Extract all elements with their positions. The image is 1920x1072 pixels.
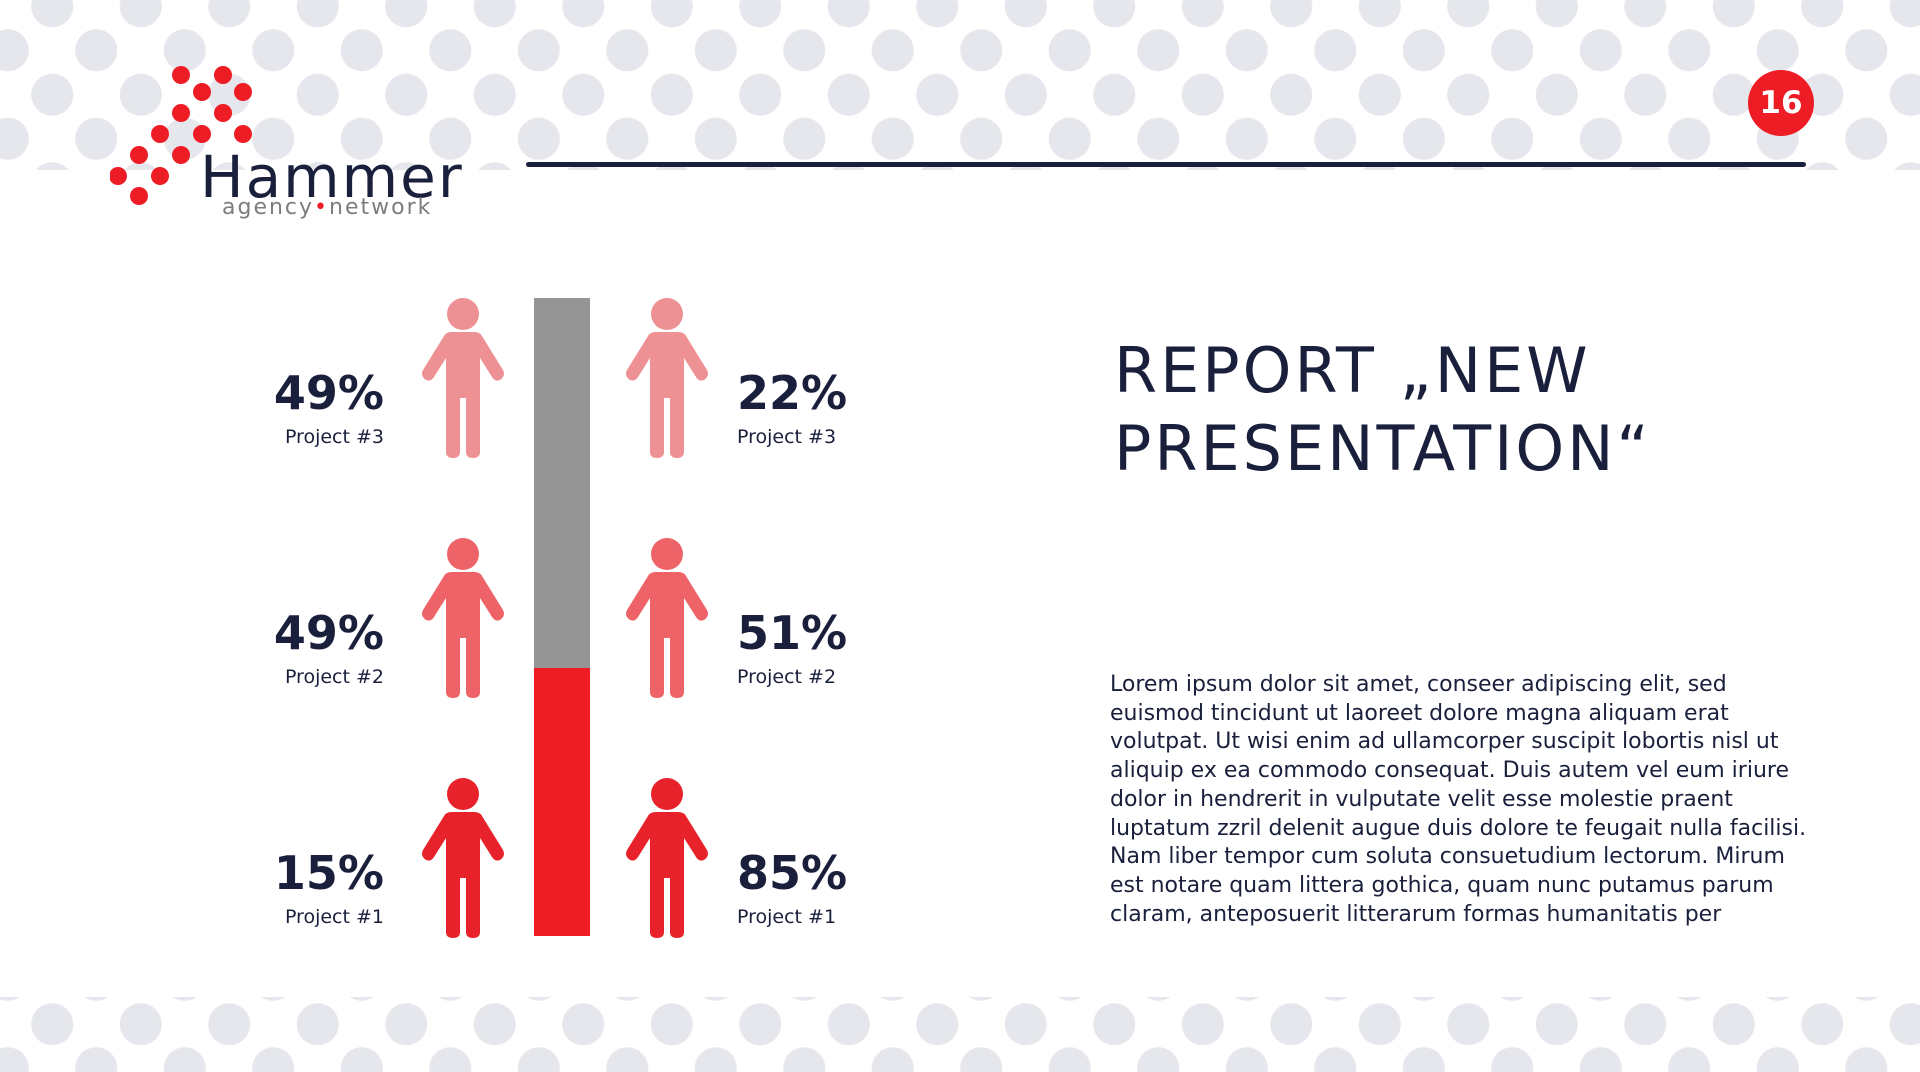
stat-value: 49%	[273, 606, 384, 660]
person-icon	[422, 538, 504, 698]
logo-dots-icon	[110, 66, 252, 205]
stat-label: Project #2	[284, 666, 384, 688]
stat-left-project-1: 15% Project #1	[274, 850, 384, 927]
stat-value: 85%	[737, 846, 848, 900]
stat-left-project-2: 49% Project #2	[274, 610, 384, 687]
slide-title-line-2: PRESENTATION“	[1114, 411, 1652, 485]
stat-label: Project #3	[284, 426, 384, 448]
person-icon	[626, 538, 708, 698]
page-number-badge: 16	[1748, 70, 1814, 136]
stat-value: 15%	[273, 846, 384, 900]
person-icon	[422, 778, 504, 938]
header-rule	[526, 162, 1806, 167]
slide-title-line-1: REPORT „NEW	[1114, 334, 1591, 407]
person-icon	[626, 778, 708, 938]
stat-left-project-3: 49% Project #3	[274, 370, 384, 447]
person-icon	[626, 298, 708, 458]
stat-right-project-1: 85% Project #1	[737, 850, 847, 927]
body-paragraph: Lorem ipsum dolor sit amet, conseer adip…	[1110, 672, 1807, 927]
dot-pattern-bottom	[0, 997, 1920, 1072]
person-icon	[422, 298, 504, 458]
stat-value: 22%	[737, 366, 848, 420]
slide-title: REPORT „NEW PRESENTATION“	[1114, 332, 1814, 487]
stat-label: Project #1	[737, 906, 837, 928]
stat-value: 49%	[273, 366, 384, 420]
dot-pattern-top	[0, 0, 1920, 170]
stat-right-project-3: 22% Project #3	[737, 370, 847, 447]
stat-label: Project #3	[737, 426, 837, 448]
stat-right-project-2: 51% Project #2	[737, 610, 847, 687]
logo-tagline: agency•network	[222, 195, 433, 220]
logo-wordmark: Hammer	[200, 143, 464, 211]
stat-label: Project #1	[284, 906, 384, 928]
progress-bar-fill	[534, 668, 590, 936]
stat-label: Project #2	[737, 666, 837, 688]
hammer-logo: Hammer agency•network	[110, 60, 520, 230]
stat-value: 51%	[737, 606, 848, 660]
progress-bar	[534, 298, 590, 936]
